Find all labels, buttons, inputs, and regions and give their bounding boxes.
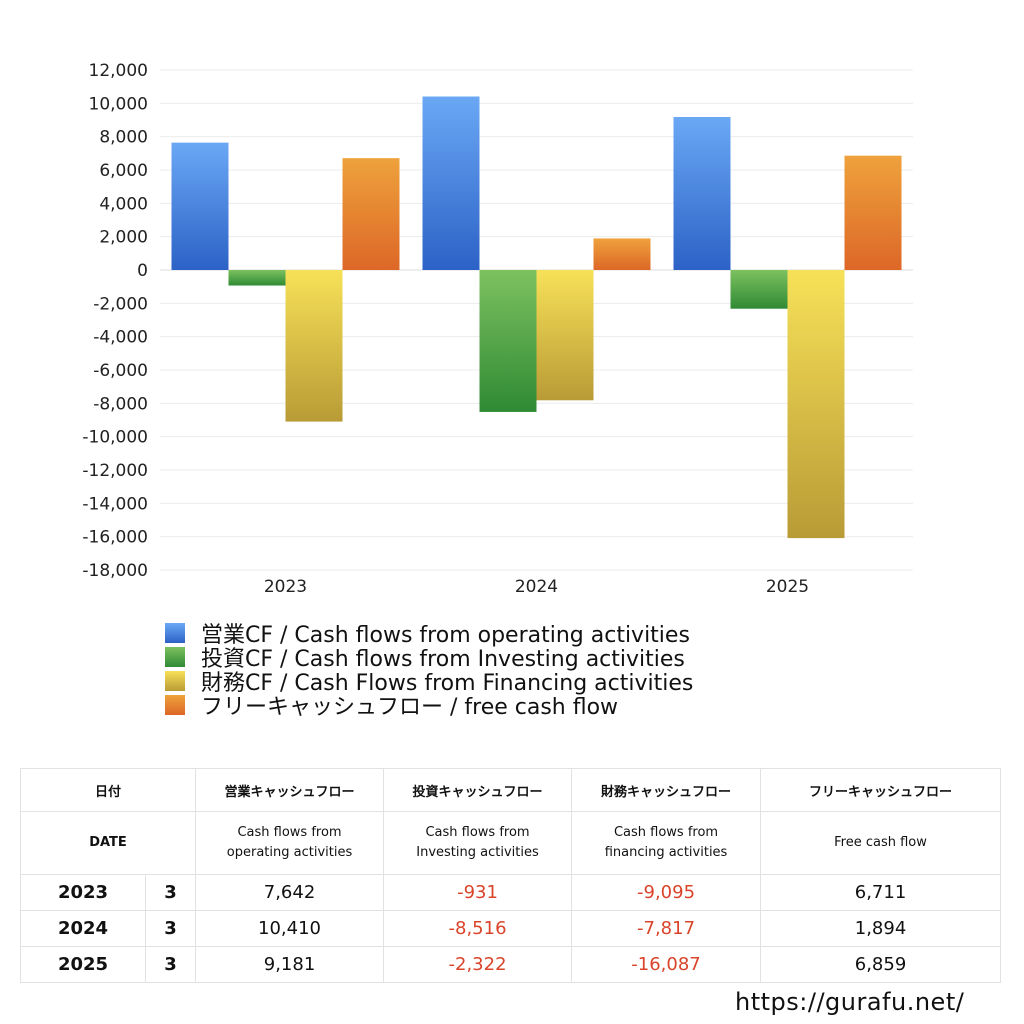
source-url[interactable]: https://gurafu.net/ bbox=[735, 988, 965, 1016]
bar-investing-2024 bbox=[479, 270, 537, 412]
y-tick-label: 4,000 bbox=[99, 194, 148, 214]
row-month: 3 bbox=[144, 874, 197, 911]
bar-free-2024 bbox=[593, 238, 651, 270]
table-row: 2025 3 9,181 -2,322 -16,087 6,859 bbox=[20, 946, 1002, 983]
y-tick-label: -16,000 bbox=[82, 528, 148, 548]
y-tick-label: -4,000 bbox=[93, 328, 148, 348]
y-tick-label: 6,000 bbox=[99, 161, 148, 181]
y-tick-label: -10,000 bbox=[82, 428, 148, 448]
cell-financing: -16,087 bbox=[571, 946, 762, 983]
legend-label-financing: 財務CF / Cash Flows from Financing activit… bbox=[201, 671, 694, 696]
cell-operating: 7,642 bbox=[195, 874, 385, 911]
cell-financing: -9,095 bbox=[571, 874, 762, 911]
cell-free: 1,894 bbox=[760, 910, 1002, 947]
legend-item-free: フリーキャッシュフロー / free cash flow bbox=[165, 693, 693, 720]
bar-operating-2024 bbox=[422, 96, 480, 270]
cell-free: 6,711 bbox=[760, 874, 1002, 911]
y-tick-label: -8,000 bbox=[93, 394, 148, 414]
cell-investing: -2,322 bbox=[383, 946, 573, 983]
legend-swatch-operating bbox=[165, 623, 185, 643]
legend-swatch-investing bbox=[165, 647, 185, 667]
bar-investing-2025 bbox=[730, 270, 788, 309]
y-tick-label: 12,000 bbox=[89, 61, 148, 81]
header-date-en: DATE bbox=[19, 811, 197, 875]
x-tick-label: 2024 bbox=[515, 577, 558, 597]
bar-investing-2023 bbox=[228, 270, 286, 286]
bar-financing-2023 bbox=[285, 270, 343, 422]
y-tick-label: -14,000 bbox=[82, 494, 148, 514]
row-month: 3 bbox=[144, 946, 197, 983]
legend-label-investing: 投資CF / Cash flows from Investing activit… bbox=[201, 647, 685, 672]
cell-financing: -7,817 bbox=[571, 910, 762, 947]
bar-operating-2025 bbox=[673, 116, 731, 270]
y-tick-label: 8,000 bbox=[99, 128, 148, 148]
legend-item-financing: 財務CF / Cash Flows from Financing activit… bbox=[165, 669, 693, 696]
legend-swatch-free bbox=[165, 695, 185, 715]
y-tick-label: 0 bbox=[137, 261, 148, 281]
header-financing-ja: 財務キャッシュフロー bbox=[571, 768, 762, 812]
bar-operating-2023 bbox=[171, 142, 229, 270]
table-row: 2023 3 7,642 -931 -9,095 6,711 bbox=[20, 874, 1002, 911]
bar-financing-2024 bbox=[536, 270, 594, 401]
y-axis-ticks: 12,000 10,000 8,000 6,000 4,000 2,000 0 -2,000 -… bbox=[82, 61, 148, 581]
y-tick-label: -6,000 bbox=[93, 361, 148, 381]
legend-label-operating: 営業CF / Cash flows from operating activit… bbox=[201, 623, 690, 648]
x-axis-ticks: 2023 2024 2025 bbox=[264, 577, 809, 597]
cash-flow-table: 日付 営業キャッシュフロー 投資キャッシュフロー 財務キャッシュフロー フリーキ… bbox=[19, 768, 1002, 983]
cell-operating: 9,181 bbox=[195, 946, 385, 983]
row-year: 2025 bbox=[20, 946, 146, 983]
header-investing-en: Cash flows from Investing activities bbox=[383, 811, 573, 875]
header-operating-ja: 営業キャッシュフロー bbox=[195, 768, 385, 812]
table-header-ja: 日付 営業キャッシュフロー 投資キャッシュフロー 財務キャッシュフロー フリーキ… bbox=[19, 768, 1002, 812]
legend: 営業CF / Cash flows from operating activit… bbox=[165, 621, 693, 720]
header-free-en: Free cash flow bbox=[760, 811, 1002, 875]
header-free-ja: フリーキャッシュフロー bbox=[760, 768, 1002, 812]
x-tick-label: 2025 bbox=[766, 577, 809, 597]
legend-item-operating: 営業CF / Cash flows from operating activit… bbox=[165, 621, 693, 648]
table-row: 2024 3 10,410 -8,516 -7,817 1,894 bbox=[20, 910, 1002, 947]
bar-financing-2025 bbox=[787, 270, 845, 539]
cell-operating: 10,410 bbox=[195, 910, 385, 947]
y-tick-label: 10,000 bbox=[89, 94, 148, 114]
header-date-ja: 日付 bbox=[19, 768, 197, 812]
bars bbox=[171, 96, 902, 539]
cell-free: 6,859 bbox=[760, 946, 1002, 983]
table-header-en: DATE Cash flows from operating activities… bbox=[19, 811, 1002, 875]
bar-free-2023 bbox=[342, 158, 400, 270]
legend-label-free: フリーキャッシュフロー / free cash flow bbox=[201, 695, 619, 720]
cell-investing: -931 bbox=[383, 874, 573, 911]
row-year: 2024 bbox=[20, 910, 146, 947]
legend-item-investing: 投資CF / Cash flows from Investing activit… bbox=[165, 645, 693, 672]
y-tick-label: -12,000 bbox=[82, 461, 148, 481]
cell-investing: -8,516 bbox=[383, 910, 573, 947]
y-tick-label: -18,000 bbox=[82, 561, 148, 581]
cash-flow-bar-chart: 12,000 10,000 8,000 6,000 4,000 2,000 0 -2,000 -… bbox=[82, 61, 913, 597]
row-year: 2023 bbox=[20, 874, 146, 911]
header-financing-en: Cash flows from financing activities bbox=[571, 811, 762, 875]
bar-free-2025 bbox=[844, 155, 902, 270]
row-month: 3 bbox=[144, 910, 197, 947]
header-investing-ja: 投資キャッシュフロー bbox=[383, 768, 573, 812]
y-tick-label: 2,000 bbox=[99, 228, 148, 248]
y-tick-label: -2,000 bbox=[93, 294, 148, 314]
header-operating-en: Cash flows from operating activities bbox=[195, 811, 385, 875]
legend-swatch-financing bbox=[165, 671, 185, 691]
x-tick-label: 2023 bbox=[264, 577, 307, 597]
